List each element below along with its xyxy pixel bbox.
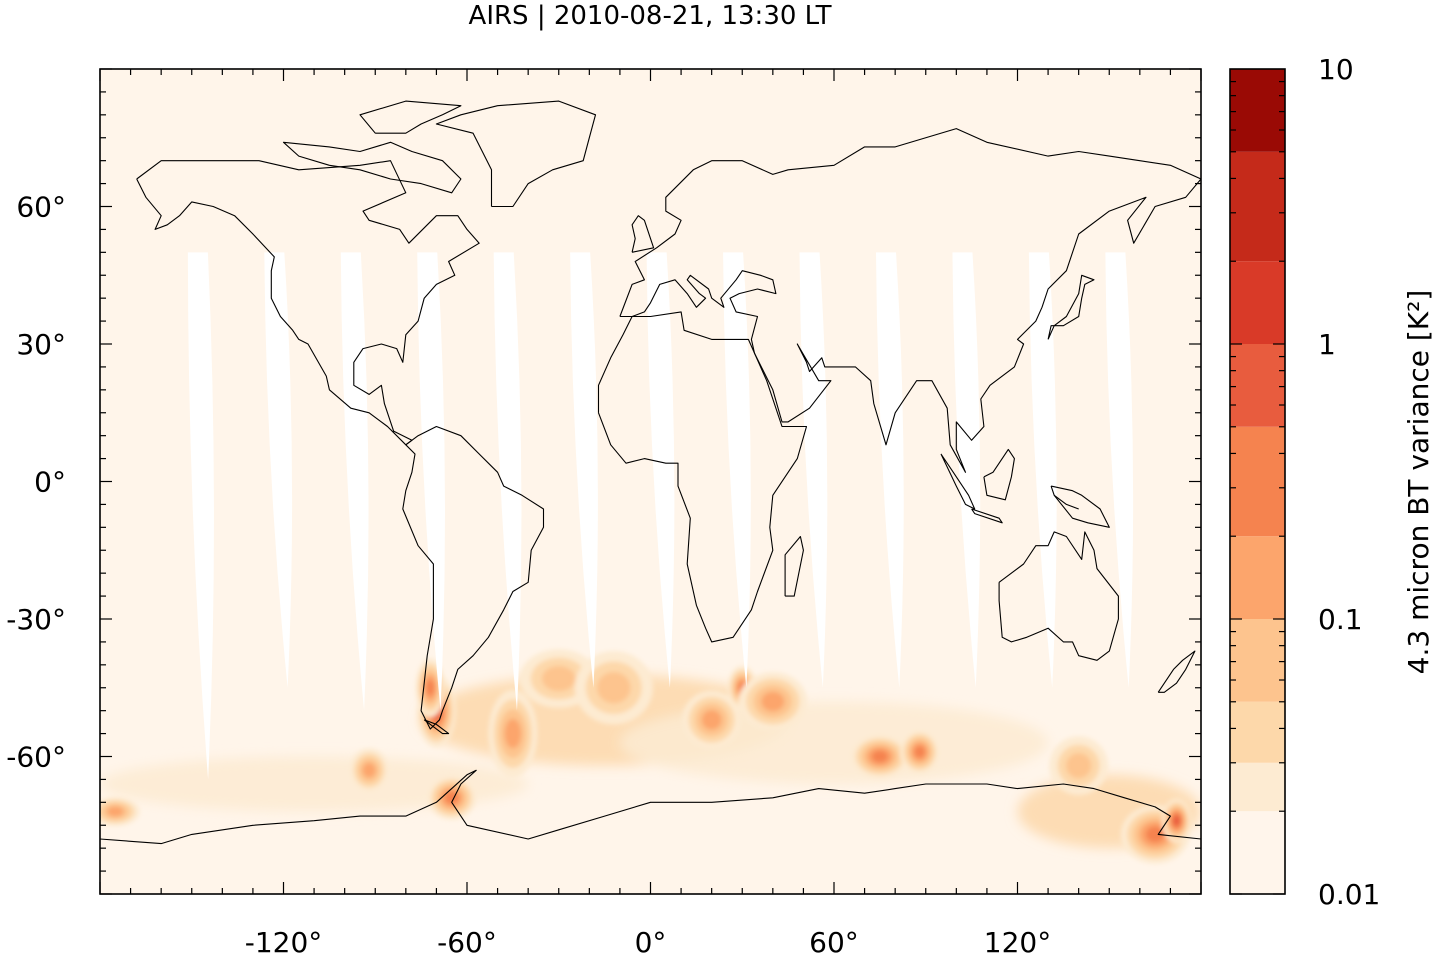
coastline-5: [100, 769, 1201, 845]
colorbar-level-5: [1230, 426, 1285, 537]
colorbar-level-8: [1230, 151, 1285, 262]
y-tick-label: 30°: [16, 328, 66, 361]
variance-hotspot-4-level-3: [597, 672, 631, 704]
coastline-12: [1050, 485, 1110, 528]
orbit-gap-10: [952, 252, 981, 688]
orbit-gap-6: [646, 252, 675, 688]
coastline-10: [971, 508, 1003, 524]
colorbar-level-1: [1230, 762, 1285, 812]
colorbar-level-0: [1230, 811, 1285, 894]
x-tick-label: 0°: [635, 926, 667, 956]
coastline-6: [435, 100, 597, 208]
variance-hotspot-14-level-6: [1173, 815, 1180, 826]
coastline-7: [631, 215, 655, 253]
orbit-gap-1: [264, 252, 293, 688]
colorbar-tick-label: 0.1: [1318, 603, 1363, 636]
coastline-13: [1157, 650, 1196, 693]
colorbar-level-7: [1230, 261, 1285, 344]
variance-hotspot-9-level-5: [914, 745, 925, 758]
coastline-9: [940, 453, 976, 510]
variance-hotspot-1-level-5: [426, 679, 435, 696]
coastline-8: [1047, 274, 1095, 340]
coastline-0: [136, 160, 480, 446]
x-tick-label: -60°: [437, 926, 497, 956]
colorbar-label: 4.3 micron BT variance [K²]: [1402, 290, 1435, 675]
orbit-gap-3: [417, 252, 446, 711]
coastline-1: [402, 425, 545, 730]
variance-hotspot-7-level-4: [701, 710, 722, 730]
variance-hotspot-15-level-4: [107, 806, 124, 817]
colorbar-tick-label: 10: [1318, 53, 1354, 86]
variance-field-2: [100, 756, 529, 812]
coastline-17: [1053, 494, 1079, 510]
y-tick-label: 60°: [16, 191, 66, 224]
colorbar-level-4: [1230, 536, 1285, 619]
orbit-gap-2: [340, 252, 369, 711]
coastline-18: [423, 719, 450, 735]
map-plot-area: [100, 69, 1201, 894]
variance-hotspot-2-level-4: [504, 718, 522, 749]
coastline-4: [998, 531, 1119, 661]
map-ticks: [99, 68, 1202, 895]
variance-hotspot-6-level-4: [761, 691, 785, 712]
colorbar-level-2: [1230, 701, 1285, 763]
colorbar-tick-labels: 10 1 0.1 0.01: [1318, 53, 1380, 911]
orbit-gap-11: [1028, 252, 1057, 688]
x-axis-labels: -120° -60° 0° 60° 120°: [245, 926, 1052, 956]
coastline-2: [619, 128, 1201, 473]
x-tick-label: -120°: [245, 926, 323, 956]
orbit-gap-0: [187, 252, 214, 780]
y-tick-label: -30°: [6, 603, 66, 636]
map-title: AIRS | 2010-08-21, 13:30 LT: [469, 1, 832, 31]
x-tick-label: 120°: [984, 926, 1051, 956]
orbit-gap-9: [875, 252, 904, 688]
variance-hotspot-13-level-5: [1145, 826, 1165, 843]
coastline-15: [282, 141, 462, 194]
variance-hotspot-8-level-5: [871, 750, 888, 763]
colorbar-tick-label: 0.01: [1318, 878, 1380, 911]
orbit-gap-7: [723, 252, 751, 688]
orbit-gaps: [187, 252, 1134, 780]
coastline-11: [983, 448, 1015, 501]
coastline-16: [359, 100, 462, 134]
y-axis-labels: 60° 30° 0° -30° -60°: [6, 191, 66, 774]
coastline-14: [784, 535, 804, 597]
colorbar-frame: [1229, 68, 1286, 895]
variance-hotspot-10-level-4: [362, 762, 376, 778]
colorbar-tick-label: 1: [1318, 328, 1336, 361]
x-tick-label: 60°: [809, 926, 859, 956]
orbit-gap-12: [1105, 252, 1134, 688]
y-tick-label: -60°: [6, 741, 66, 774]
colorbar-level-6: [1230, 344, 1285, 427]
coastlines: [100, 100, 1201, 845]
orbit-gap-5: [570, 252, 598, 688]
colorbar-level-3: [1230, 619, 1285, 702]
coastline-3: [597, 311, 808, 643]
variance-hotspot-3-level-3: [541, 666, 576, 692]
orbit-gap-4: [493, 252, 522, 711]
y-tick-label: 0°: [34, 466, 66, 499]
variance-hotspots: [100, 649, 1192, 864]
colorbar-level-9: [1230, 69, 1285, 152]
colorbar: [1229, 68, 1286, 895]
variance-hotspot-12-level-3: [1066, 753, 1092, 779]
